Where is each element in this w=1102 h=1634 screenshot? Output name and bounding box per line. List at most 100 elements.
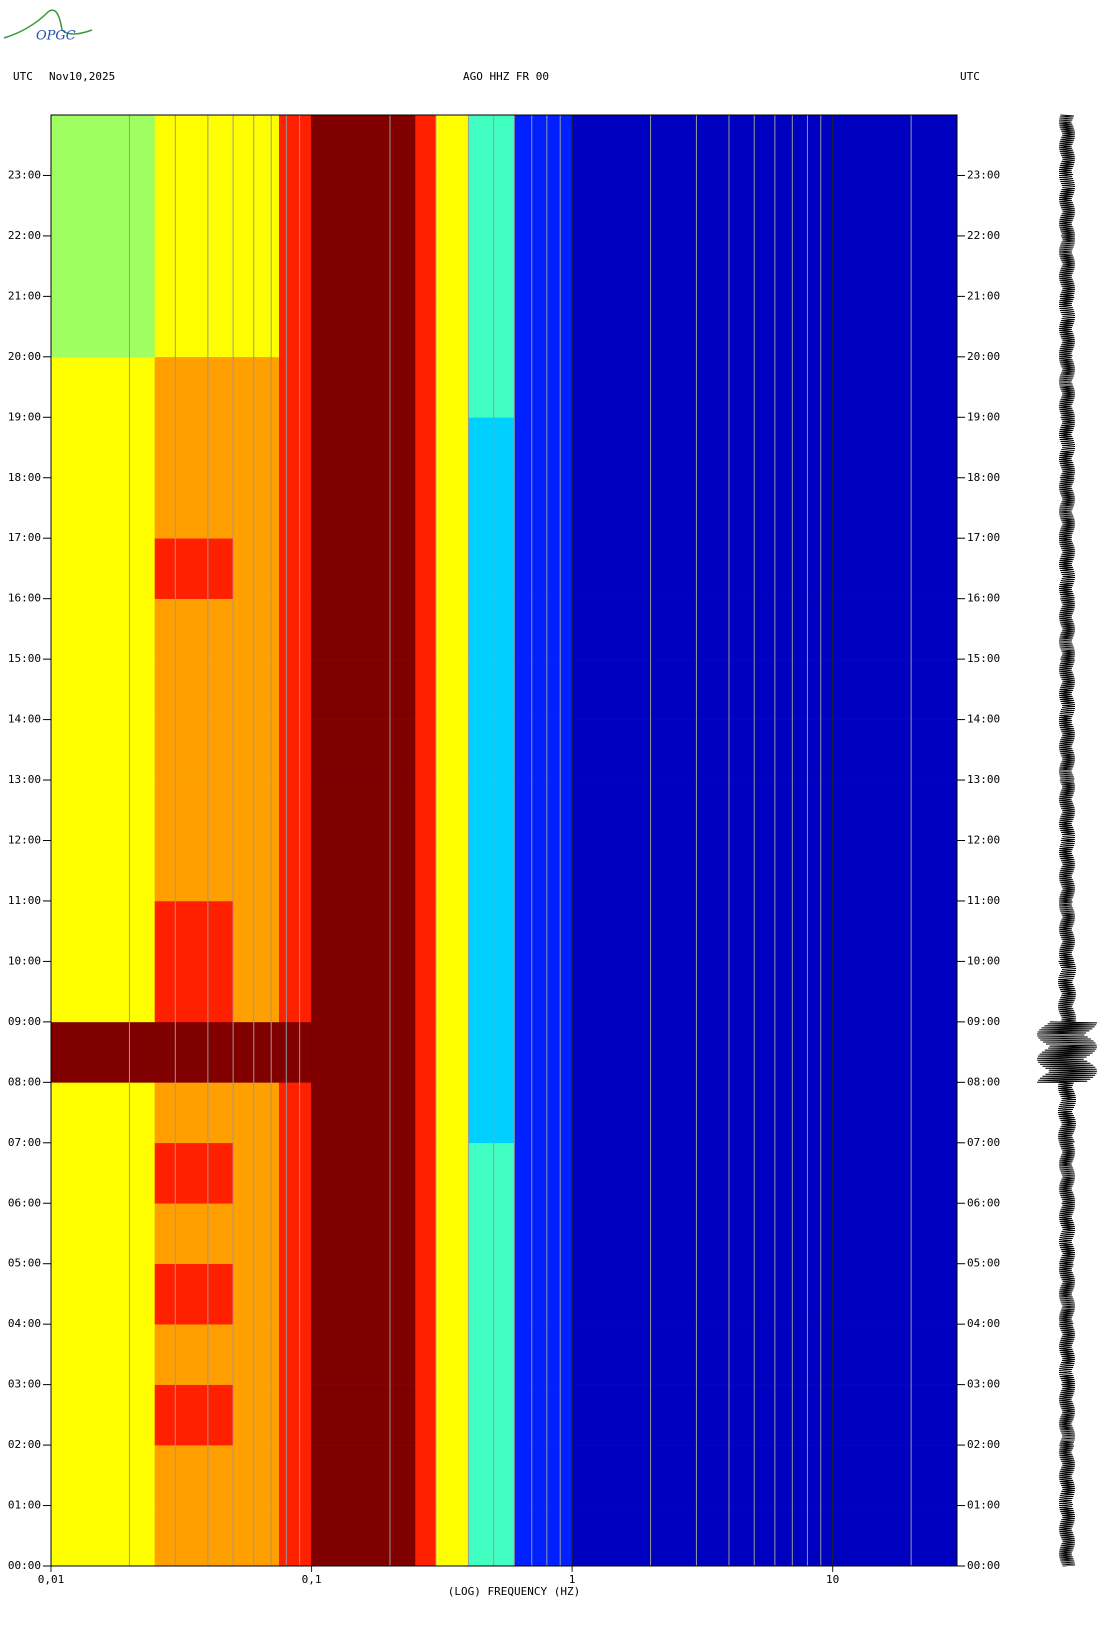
spectrogram-cell (650, 719, 958, 781)
spectrogram-cell (415, 1384, 437, 1446)
spectrogram-cell (572, 1263, 651, 1325)
spectrogram-cell (514, 1082, 573, 1144)
spectrogram-cell (279, 1142, 312, 1204)
seismic-trace (1058, 1505, 1076, 1567)
spectrogram-cell (435, 296, 469, 358)
spectrogram-cell (311, 1142, 416, 1204)
spectrogram-cell (415, 961, 437, 1023)
y-tick-label-right: 11:00 (967, 894, 1000, 907)
y-tick-label-left: 01:00 (8, 1499, 41, 1512)
spectrogram-cell (468, 356, 515, 418)
spectrogram-cell (233, 1203, 280, 1265)
spectrogram-cell (650, 356, 958, 418)
x-tick-label: 10 (826, 1573, 839, 1586)
y-tick-label-left: 21:00 (8, 289, 41, 302)
spectrogram-cell (233, 356, 280, 418)
spectrogram-cell (435, 1021, 469, 1083)
spectrogram-cell (468, 1445, 515, 1506)
spectrogram-cell (311, 659, 416, 720)
spectrogram-cell (233, 659, 280, 720)
spectrogram-cell (514, 1384, 573, 1446)
spectrogram-cell (435, 115, 469, 176)
spectrogram-cell (233, 840, 280, 902)
seismic-trace (1058, 477, 1076, 539)
spectrogram-cell (51, 417, 155, 479)
spectrogram-cell (514, 719, 573, 781)
spectrogram-cell (572, 719, 651, 781)
spectrogram-cell (650, 840, 958, 902)
spectrogram-cell (514, 175, 573, 237)
seismic-trace (1057, 1081, 1077, 1144)
spectrogram-cell (572, 1082, 651, 1144)
spectrogram-cell (514, 477, 573, 539)
spectrogram-cell (51, 719, 155, 781)
spectrogram-cell (415, 840, 437, 902)
spectrogram-cell (51, 1445, 155, 1506)
spectrogram-cell (279, 1263, 312, 1325)
y-tick-label-right: 23:00 (967, 168, 1000, 181)
spectrogram-cell (51, 538, 155, 599)
spectrogram-cell (311, 296, 416, 358)
spectrogram-cell (650, 961, 958, 1023)
spectrogram-cell (650, 175, 958, 237)
spectrogram-cell (650, 659, 958, 720)
spectrogram-cell (311, 235, 416, 297)
spectrogram-cell (468, 598, 515, 660)
seismic-trace (1058, 779, 1076, 841)
spectrogram-cell (51, 1142, 155, 1204)
y-tick-label-right: 00:00 (967, 1559, 1000, 1572)
spectrogram-cell (650, 1203, 958, 1265)
spectrogram-cell (572, 235, 651, 297)
spectrogram-cell (311, 780, 416, 841)
seismic-trace (1058, 658, 1076, 721)
spectrogram-cell (51, 175, 155, 237)
spectrogram-cell (51, 296, 155, 358)
spectrogram-cell (51, 1324, 155, 1385)
spectrogram-cell (233, 296, 280, 358)
spectrogram-cell (279, 961, 312, 1023)
spectrogram-cell (415, 900, 437, 962)
y-tick-label-right: 10:00 (967, 954, 1000, 967)
spectrogram-cell (468, 900, 515, 962)
spectrogram-cell (572, 1445, 651, 1506)
spectrogram-cell (233, 1384, 280, 1446)
spectrogram-cell (233, 780, 280, 841)
spectrogram-cell (154, 1445, 234, 1506)
spectrogram-cell (415, 296, 437, 358)
spectrogram-cell (279, 115, 312, 176)
spectrogram-cell (415, 1445, 437, 1506)
spectrogram-cell (279, 659, 312, 720)
spectrogram-cell (154, 900, 234, 962)
spectrogram-cell (311, 1505, 416, 1567)
spectrogram-cell (650, 1445, 958, 1506)
y-tick-label-left: 19:00 (8, 410, 41, 423)
spectrogram-cell (279, 1082, 312, 1144)
spectrogram-cell (51, 1505, 155, 1567)
spectrogram-cell (154, 659, 234, 720)
y-tick-label-left: 05:00 (8, 1257, 41, 1270)
seismic-trace (1058, 114, 1076, 176)
spectrogram-cell (233, 719, 280, 781)
spectrogram-cell (468, 840, 515, 902)
spectrogram-cell (154, 780, 234, 841)
seismic-trace (1058, 840, 1076, 902)
spectrogram-cell (572, 538, 651, 599)
spectrogram-cell (650, 296, 958, 358)
spectrogram-cell (51, 1384, 155, 1446)
seismic-trace (1058, 416, 1076, 479)
y-tick-label-right: 13:00 (967, 773, 1000, 786)
spectrogram-cell (435, 1263, 469, 1325)
spectrogram-cell (435, 598, 469, 660)
spectrogram-cell (572, 356, 651, 418)
spectrogram-cell (415, 175, 437, 237)
spectrogram-cell (233, 1263, 280, 1325)
spectrogram-cell (514, 840, 573, 902)
spectrogram-cell (435, 900, 469, 962)
spectrogram-cell (51, 780, 155, 841)
logo: OPGC (36, 29, 76, 44)
spectrogram-cell (279, 417, 312, 479)
spectrogram-cell (435, 1142, 469, 1204)
y-tick-label-right: 16:00 (967, 592, 1000, 605)
spectrogram-cell (572, 780, 651, 841)
spectrogram-cell (514, 1505, 573, 1567)
